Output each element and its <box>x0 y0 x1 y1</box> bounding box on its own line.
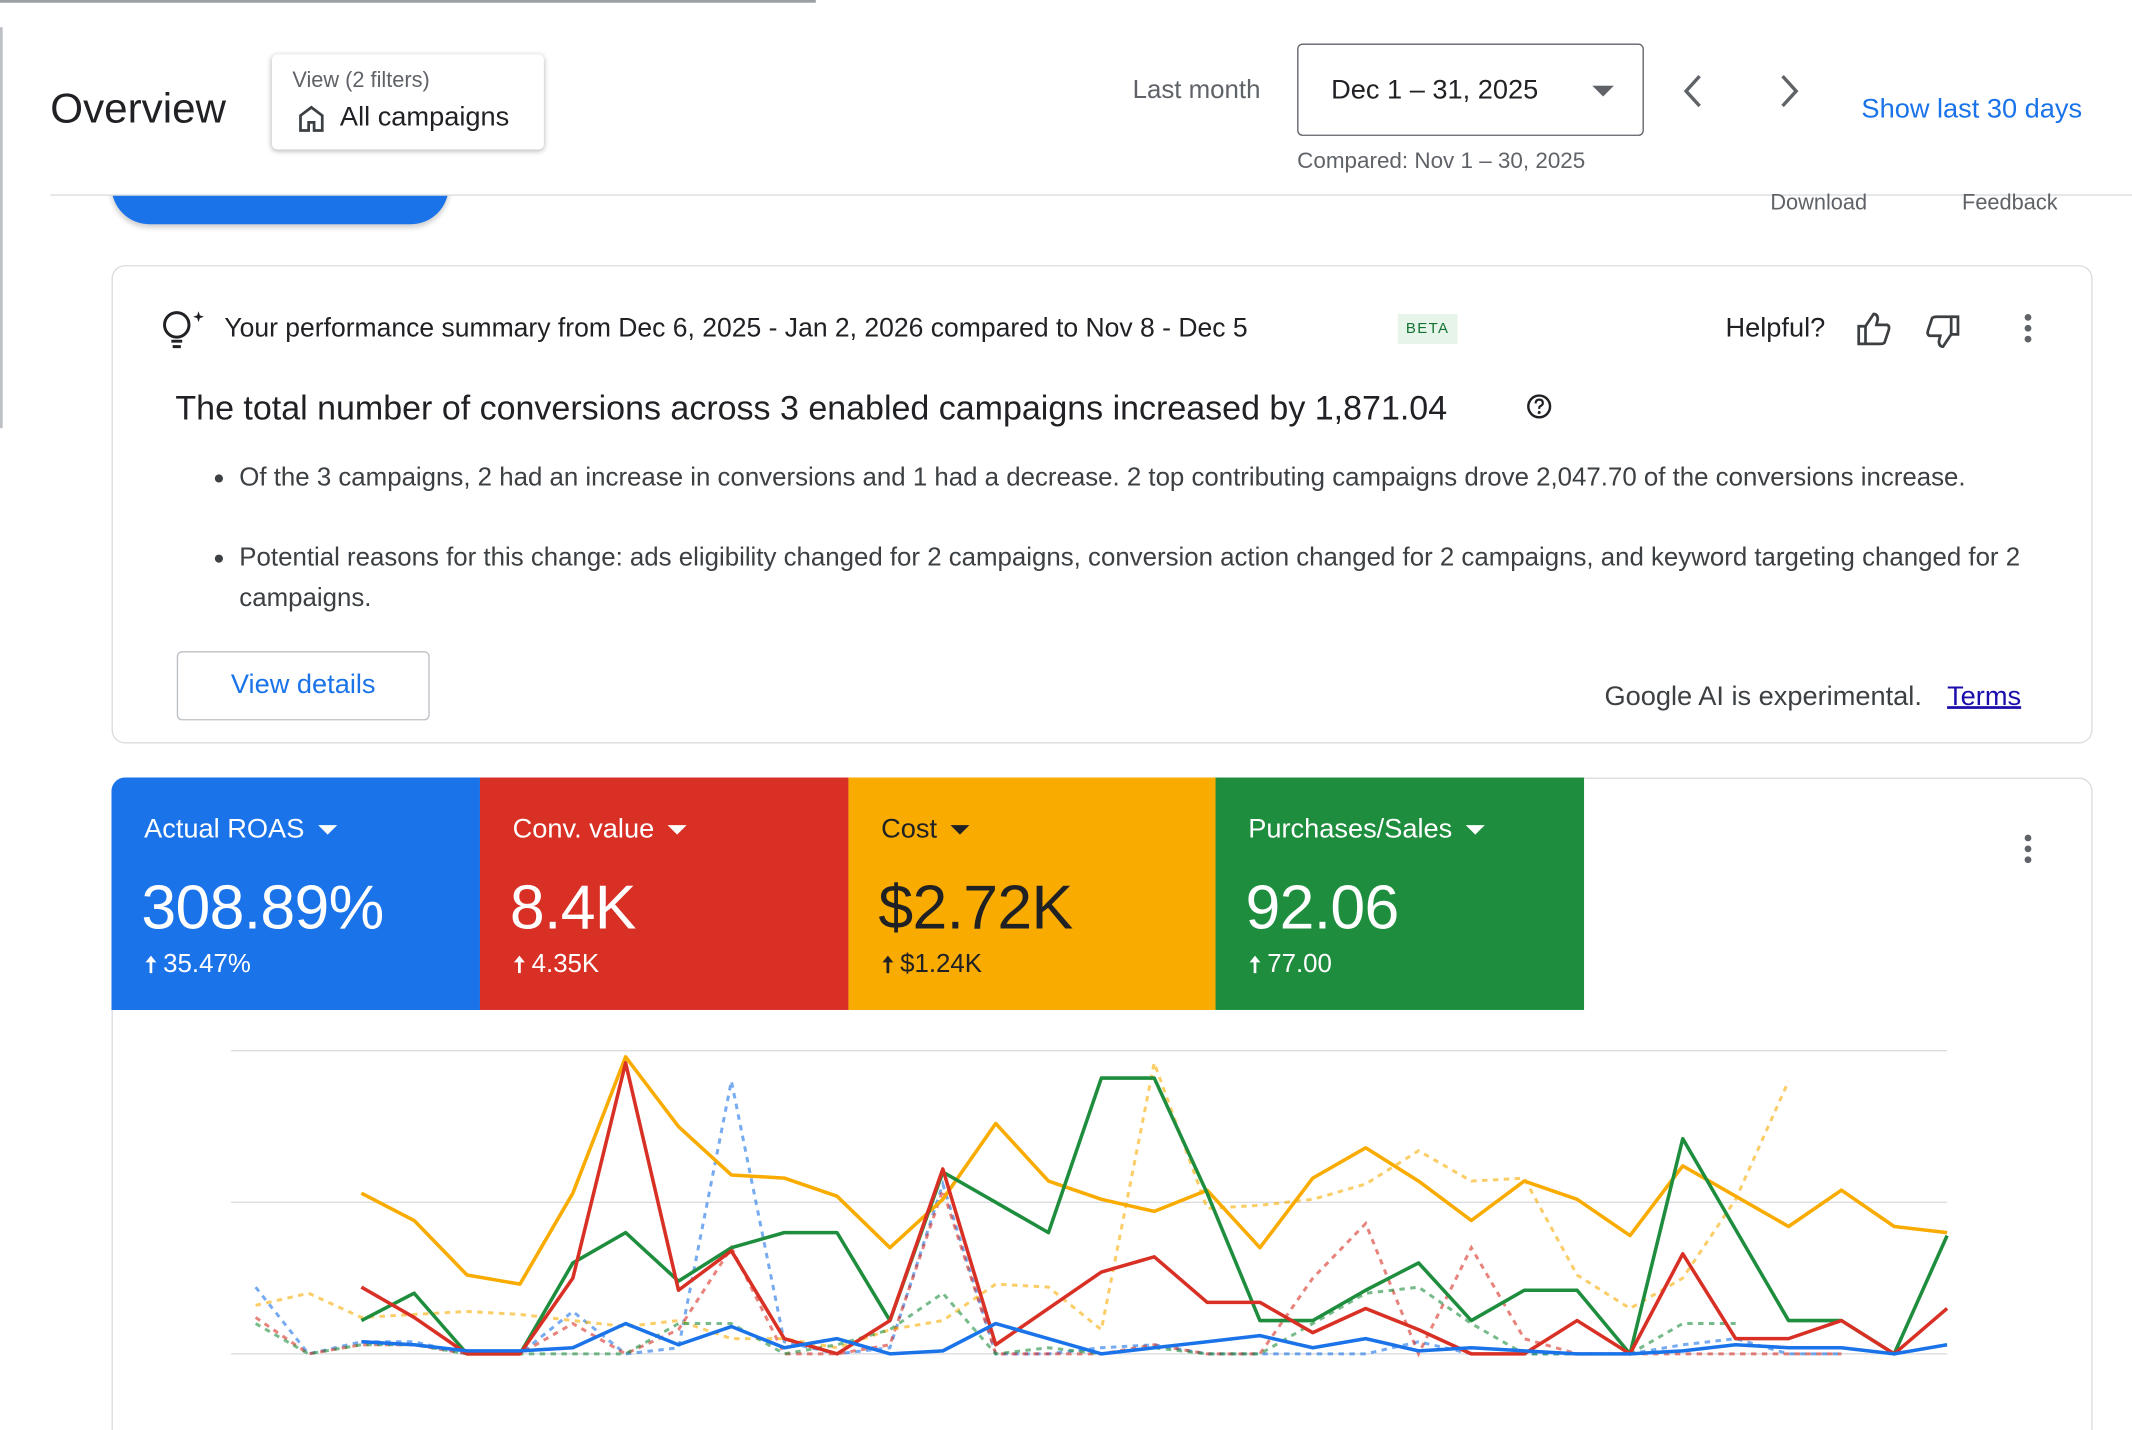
divider <box>50 194 2132 196</box>
show-last-link[interactable]: Show last 30 days <box>1861 94 2083 125</box>
series-line <box>360 1061 1949 1356</box>
up-arrow <box>1249 955 1261 974</box>
beta-badge: BETA <box>1397 313 1458 344</box>
chart-menu[interactable] <box>2024 834 2032 868</box>
top-rule <box>0 0 816 3</box>
filter-chip[interactable]: View (2 filters) All campaigns <box>271 54 544 150</box>
home-icon <box>299 105 324 132</box>
range-caption: Last month <box>1132 76 1261 105</box>
view-details-button[interactable]: View details <box>176 651 430 721</box>
terms-link[interactable]: Terms <box>1947 681 2022 712</box>
metric-tile[interactable]: Conv. value 8.4K 4.35K <box>479 777 849 1010</box>
series-line <box>361 1321 1948 1356</box>
filter-caption: View (2 filters) <box>292 69 430 93</box>
download-button[interactable]: Download <box>1770 191 1868 215</box>
metric-value: 308.89% <box>141 871 384 942</box>
date-dropdown[interactable]: Dec 1 – 31, 2025 <box>1297 43 1644 136</box>
previous-line <box>254 1285 1736 1356</box>
change-value: 77.00 <box>1267 950 1332 979</box>
summary-headline: The total number of conversions across 3… <box>175 389 1448 428</box>
help-icon[interactable] <box>1526 393 1553 420</box>
side-rule <box>0 27 3 429</box>
metric-change: 77.00 <box>1248 950 1332 980</box>
ai-disclaimer: Google AI is experimental. <box>1604 681 1922 712</box>
up-arrow <box>145 955 157 974</box>
thumbs-up[interactable] <box>1855 310 1893 348</box>
summary-heading: Your performance summary from Dec 6, 202… <box>224 313 1248 344</box>
change-value: 4.35K <box>531 950 600 979</box>
thumbs-down[interactable] <box>1924 313 1962 351</box>
line-chart <box>231 1050 1949 1358</box>
previous-button[interactable] <box>1681 73 1708 108</box>
summary-menu[interactable] <box>2024 313 2032 347</box>
feedback-button[interactable]: Feedback <box>1962 191 2058 215</box>
metric-value: 92.06 <box>1245 871 1399 942</box>
summary-bullet: Potential reasons for this change: ads e… <box>214 538 2061 618</box>
metric-value: 8.4K <box>509 871 637 942</box>
series-line <box>360 1055 1948 1286</box>
metric-change: $1.24K <box>881 950 982 980</box>
metric-tile[interactable]: Purchases/Sales 92.06 77.00 <box>1215 777 1585 1010</box>
change-value: $1.24K <box>900 950 983 979</box>
metric-name: Cost <box>881 814 970 845</box>
change-value: 35.47% <box>163 950 251 979</box>
series-line <box>360 1076 1949 1356</box>
up-arrow <box>882 955 894 974</box>
metric-name: Actual ROAS <box>144 814 337 845</box>
metric-tile[interactable]: Actual ROAS 308.89% 35.47% <box>111 777 480 1010</box>
previous-line <box>255 1057 1790 1350</box>
metric-tile[interactable]: Cost $2.72K $1.24K <box>848 777 1217 1010</box>
metric-name: Conv. value <box>513 814 687 845</box>
primary-button[interactable] <box>111 195 449 225</box>
metric-value: $2.72K <box>878 871 1073 942</box>
next-button[interactable] <box>1776 73 1803 108</box>
helpful-label: Helpful? <box>1725 313 1826 344</box>
page-title: Overview <box>50 84 226 132</box>
compared-range: Compared: Nov 1 – 30, 2025 <box>1297 148 1586 174</box>
previous-line <box>254 1185 1842 1358</box>
summary-card <box>111 265 2093 744</box>
metric-change: 4.35K <box>513 950 600 980</box>
insight-icon <box>163 311 204 349</box>
metric-name: Purchases/Sales <box>1248 814 1485 845</box>
date-range: Dec 1 – 31, 2025 <box>1331 75 1539 106</box>
up-arrow <box>513 955 525 974</box>
caret <box>1592 85 1614 97</box>
summary-bullet: Of the 3 campaigns, 2 had an increase in… <box>214 458 2061 498</box>
filter-value: All campaigns <box>339 102 510 133</box>
metric-change: 35.47% <box>144 950 251 980</box>
